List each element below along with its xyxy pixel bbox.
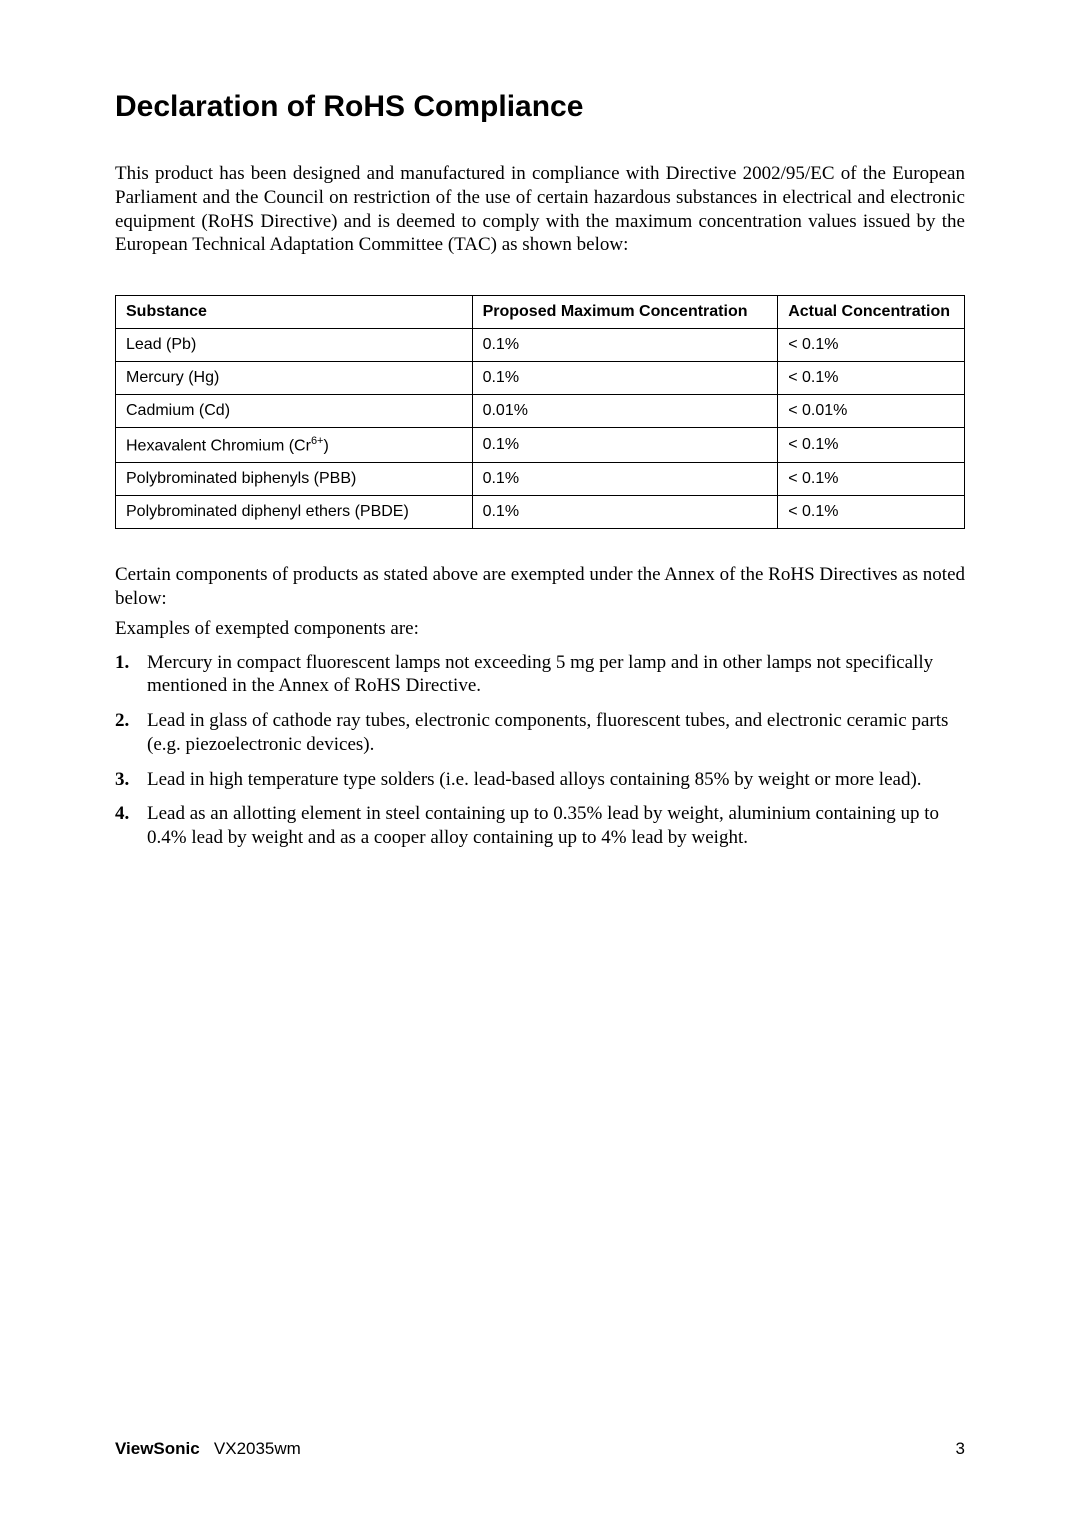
list-number: 3. [115, 768, 129, 792]
table-header-row: Substance Proposed Maximum Concentration… [116, 296, 965, 329]
footer-page-number: 3 [956, 1439, 965, 1459]
footer-brand: ViewSonic [115, 1439, 200, 1458]
list-text: Mercury in compact fluorescent lamps not… [147, 652, 933, 697]
list-text: Lead in glass of cathode ray tubes, elec… [147, 710, 948, 755]
table-row: Cadmium (Cd)0.01%< 0.01% [116, 395, 965, 428]
cell-actual: < 0.01% [778, 395, 965, 428]
cell-actual: < 0.1% [778, 329, 965, 362]
footer-left: ViewSonic VX2035wm [115, 1439, 301, 1459]
exemption-list: 1. Mercury in compact fluorescent lamps n… [115, 651, 965, 850]
cell-proposed: 0.1% [472, 463, 778, 496]
list-text: Lead in high temperature type solders (i… [147, 769, 922, 790]
list-number: 4. [115, 802, 129, 826]
table-row: Mercury (Hg)0.1%< 0.1% [116, 362, 965, 395]
header-substance: Substance [116, 296, 473, 329]
footer-model: VX2035wm [214, 1439, 301, 1458]
cell-substance: Polybrominated diphenyl ethers (PBDE) [116, 496, 473, 529]
list-text: Lead as an allotting element in steel co… [147, 803, 939, 848]
cell-actual: < 0.1% [778, 362, 965, 395]
cell-proposed: 0.1% [472, 362, 778, 395]
cell-substance: Polybrominated biphenyls (PBB) [116, 463, 473, 496]
table-row: Hexavalent Chromium (Cr6+)0.1%< 0.1% [116, 428, 965, 463]
cell-substance: Hexavalent Chromium (Cr6+) [116, 428, 473, 463]
intro-paragraph: This product has been designed and manuf… [115, 162, 965, 257]
examples-intro: Examples of exempted components are: [115, 617, 965, 641]
cell-proposed: 0.1% [472, 329, 778, 362]
list-item: 4. Lead as an allotting element in steel … [115, 802, 965, 850]
cell-substance: Lead (Pb) [116, 329, 473, 362]
exemption-paragraph: Certain components of products as stated… [115, 563, 965, 611]
page-footer: ViewSonic VX2035wm 3 [115, 1439, 965, 1459]
list-number: 2. [115, 709, 129, 733]
header-actual: Actual Concentration [778, 296, 965, 329]
substance-table: Substance Proposed Maximum Concentration… [115, 295, 965, 529]
cell-proposed: 0.1% [472, 428, 778, 463]
header-proposed: Proposed Maximum Concentration [472, 296, 778, 329]
cell-actual: < 0.1% [778, 463, 965, 496]
cell-proposed: 0.01% [472, 395, 778, 428]
page-title: Declaration of RoHS Compliance [115, 90, 965, 124]
list-item: 3. Lead in high temperature type solders … [115, 768, 965, 792]
cell-actual: < 0.1% [778, 496, 965, 529]
cell-proposed: 0.1% [472, 496, 778, 529]
table-row: Polybrominated biphenyls (PBB)0.1%< 0.1% [116, 463, 965, 496]
list-number: 1. [115, 651, 129, 675]
cell-actual: < 0.1% [778, 428, 965, 463]
cell-substance: Mercury (Hg) [116, 362, 473, 395]
list-item: 1. Mercury in compact fluorescent lamps n… [115, 651, 965, 699]
table-row: Lead (Pb)0.1%< 0.1% [116, 329, 965, 362]
cell-substance: Cadmium (Cd) [116, 395, 473, 428]
list-item: 2. Lead in glass of cathode ray tubes, el… [115, 709, 965, 757]
table-row: Polybrominated diphenyl ethers (PBDE)0.1… [116, 496, 965, 529]
